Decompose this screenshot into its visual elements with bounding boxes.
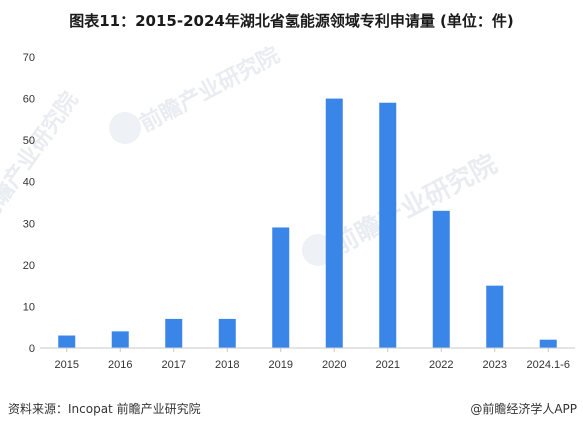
x-tick-label: 2023 (483, 359, 507, 371)
bar-2015 (58, 335, 76, 348)
watermark-logo (109, 112, 141, 144)
y-tick-label: 70 (23, 52, 35, 64)
x-tick-label: 2024.1-6 (527, 359, 570, 371)
chart-title: 图表11：2015-2024年湖北省氢能源领域专利申请量 (单位：件) (69, 12, 514, 30)
x-tick-label: 2019 (269, 359, 293, 371)
y-tick-label: 50 (23, 135, 35, 147)
bars (58, 98, 557, 348)
watermark-text-3: 前瞻产业研究院 (0, 87, 83, 228)
source-note: 资料来源：Incopat 前瞻产业研究院 (8, 402, 201, 416)
y-axis: 0 10 20 30 40 50 60 70 (23, 52, 35, 355)
bar-2021 (379, 102, 397, 348)
x-axis: 2015 2016 2017 2018 2019 2020 2021 2022 2023 2024… (55, 348, 570, 371)
credit-note: @前瞻经济学人APP (470, 402, 577, 416)
bar-2022 (432, 210, 450, 348)
footer: 资料来源：Incopat 前瞻产业研究院 @前瞻经济学人APP (0, 400, 583, 420)
bar-2017 (165, 318, 183, 348)
x-tick-label: 2016 (108, 359, 132, 371)
x-tick-label: 2015 (55, 359, 79, 371)
y-tick-label: 40 (23, 177, 35, 189)
x-tick-label: 2018 (215, 359, 239, 371)
y-tick-label: 60 (23, 94, 35, 106)
y-tick-label: 10 (23, 301, 35, 313)
bar-2018 (218, 318, 236, 348)
bar-2024.1-6 (539, 339, 557, 348)
bar-2019 (272, 227, 290, 348)
bar-chart: 前瞻产业研究院 前瞻产业研究院 前瞻产业研究院 010203040506070 … (0, 42, 575, 371)
bar-2020 (325, 98, 343, 348)
watermark: 前瞻产业研究院 前瞻产业研究院 前瞻产业研究院 (0, 42, 502, 266)
y-tick-label: 20 (23, 260, 35, 272)
y-tick-label: 30 (23, 218, 35, 230)
y-tick-label: 0 (29, 343, 35, 355)
x-tick-label: 2022 (429, 359, 453, 371)
bar-2023 (486, 285, 504, 348)
bar-2016 (111, 331, 129, 348)
watermark-text-1: 前瞻产业研究院 (136, 42, 284, 137)
x-tick-label: 2017 (162, 359, 186, 371)
x-tick-label: 2021 (376, 359, 400, 371)
watermark-text-2: 前瞻产业研究院 (327, 148, 502, 261)
x-tick-label: 2020 (322, 359, 346, 371)
